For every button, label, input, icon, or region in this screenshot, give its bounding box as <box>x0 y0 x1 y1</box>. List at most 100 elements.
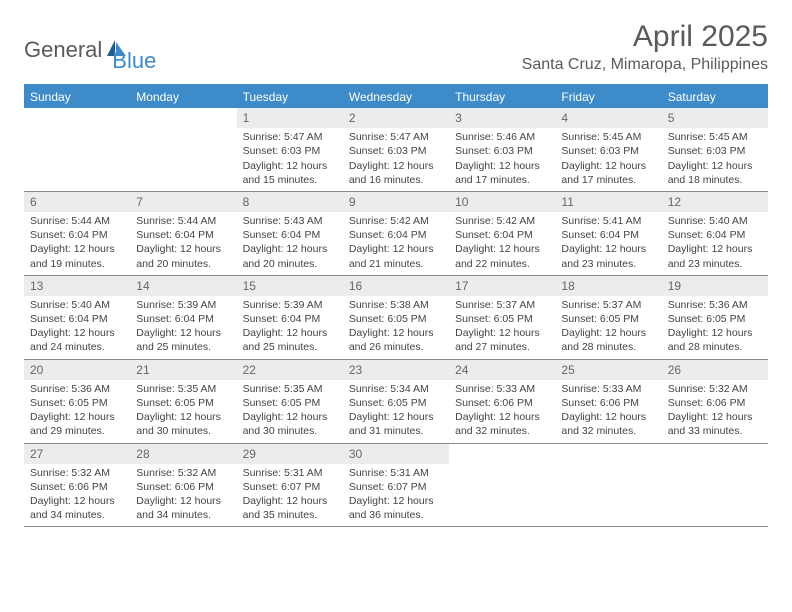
weekday-header: Tuesday <box>237 86 343 108</box>
day-cell: 8Sunrise: 5:43 AMSunset: 6:04 PMDaylight… <box>237 192 343 275</box>
daylight-text: Daylight: 12 hours and 17 minutes. <box>455 159 549 187</box>
day-cell: 16Sunrise: 5:38 AMSunset: 6:05 PMDayligh… <box>343 276 449 359</box>
day-number <box>449 444 555 448</box>
daylight-text: Daylight: 12 hours and 33 minutes. <box>668 410 762 438</box>
sunrise-text: Sunrise: 5:36 AM <box>30 382 124 396</box>
day-cell: 26Sunrise: 5:32 AMSunset: 6:06 PMDayligh… <box>662 360 768 443</box>
day-body: Sunrise: 5:40 AMSunset: 6:04 PMDaylight:… <box>662 212 768 275</box>
daylight-text: Daylight: 12 hours and 15 minutes. <box>243 159 337 187</box>
sunset-text: Sunset: 6:03 PM <box>349 144 443 158</box>
day-cell: 17Sunrise: 5:37 AMSunset: 6:05 PMDayligh… <box>449 276 555 359</box>
day-number: 29 <box>237 444 343 464</box>
day-cell: 18Sunrise: 5:37 AMSunset: 6:05 PMDayligh… <box>555 276 661 359</box>
daylight-text: Daylight: 12 hours and 25 minutes. <box>136 326 230 354</box>
day-body: Sunrise: 5:45 AMSunset: 6:03 PMDaylight:… <box>662 128 768 191</box>
day-number: 19 <box>662 276 768 296</box>
day-body: Sunrise: 5:32 AMSunset: 6:06 PMDaylight:… <box>662 380 768 443</box>
day-cell: 12Sunrise: 5:40 AMSunset: 6:04 PMDayligh… <box>662 192 768 275</box>
day-body: Sunrise: 5:32 AMSunset: 6:06 PMDaylight:… <box>130 464 236 527</box>
day-cell: 21Sunrise: 5:35 AMSunset: 6:05 PMDayligh… <box>130 360 236 443</box>
day-cell <box>449 444 555 527</box>
sunset-text: Sunset: 6:05 PM <box>243 396 337 410</box>
daylight-text: Daylight: 12 hours and 30 minutes. <box>136 410 230 438</box>
daylight-text: Daylight: 12 hours and 25 minutes. <box>243 326 337 354</box>
daylight-text: Daylight: 12 hours and 32 minutes. <box>561 410 655 438</box>
sunrise-text: Sunrise: 5:38 AM <box>349 298 443 312</box>
logo-text-general: General <box>24 37 102 63</box>
day-body: Sunrise: 5:45 AMSunset: 6:03 PMDaylight:… <box>555 128 661 191</box>
sunset-text: Sunset: 6:04 PM <box>243 312 337 326</box>
day-body: Sunrise: 5:31 AMSunset: 6:07 PMDaylight:… <box>237 464 343 527</box>
day-body: Sunrise: 5:36 AMSunset: 6:05 PMDaylight:… <box>662 296 768 359</box>
daylight-text: Daylight: 12 hours and 20 minutes. <box>243 242 337 270</box>
sunset-text: Sunset: 6:03 PM <box>243 144 337 158</box>
sunrise-text: Sunrise: 5:36 AM <box>668 298 762 312</box>
sunset-text: Sunset: 6:04 PM <box>30 228 124 242</box>
day-number: 4 <box>555 108 661 128</box>
daylight-text: Daylight: 12 hours and 27 minutes. <box>455 326 549 354</box>
day-number: 9 <box>343 192 449 212</box>
sunset-text: Sunset: 6:05 PM <box>561 312 655 326</box>
day-number: 23 <box>343 360 449 380</box>
day-number <box>24 108 130 112</box>
weekday-header: Thursday <box>449 86 555 108</box>
day-body: Sunrise: 5:44 AMSunset: 6:04 PMDaylight:… <box>24 212 130 275</box>
sunset-text: Sunset: 6:06 PM <box>455 396 549 410</box>
day-body: Sunrise: 5:32 AMSunset: 6:06 PMDaylight:… <box>24 464 130 527</box>
day-cell: 13Sunrise: 5:40 AMSunset: 6:04 PMDayligh… <box>24 276 130 359</box>
day-cell: 7Sunrise: 5:44 AMSunset: 6:04 PMDaylight… <box>130 192 236 275</box>
day-cell: 19Sunrise: 5:36 AMSunset: 6:05 PMDayligh… <box>662 276 768 359</box>
daylight-text: Daylight: 12 hours and 24 minutes. <box>30 326 124 354</box>
day-number: 3 <box>449 108 555 128</box>
sunrise-text: Sunrise: 5:32 AM <box>668 382 762 396</box>
day-body: Sunrise: 5:37 AMSunset: 6:05 PMDaylight:… <box>449 296 555 359</box>
daylight-text: Daylight: 12 hours and 21 minutes. <box>349 242 443 270</box>
day-cell: 11Sunrise: 5:41 AMSunset: 6:04 PMDayligh… <box>555 192 661 275</box>
daylight-text: Daylight: 12 hours and 19 minutes. <box>30 242 124 270</box>
sunset-text: Sunset: 6:05 PM <box>455 312 549 326</box>
day-cell <box>130 108 236 191</box>
sunset-text: Sunset: 6:06 PM <box>668 396 762 410</box>
day-number: 12 <box>662 192 768 212</box>
day-cell <box>662 444 768 527</box>
daylight-text: Daylight: 12 hours and 28 minutes. <box>561 326 655 354</box>
sunrise-text: Sunrise: 5:45 AM <box>668 130 762 144</box>
sunset-text: Sunset: 6:04 PM <box>243 228 337 242</box>
month-title: April 2025 <box>522 20 768 54</box>
sunset-text: Sunset: 6:04 PM <box>30 312 124 326</box>
sunset-text: Sunset: 6:04 PM <box>349 228 443 242</box>
day-body: Sunrise: 5:33 AMSunset: 6:06 PMDaylight:… <box>449 380 555 443</box>
daylight-text: Daylight: 12 hours and 34 minutes. <box>30 494 124 522</box>
day-number: 22 <box>237 360 343 380</box>
day-cell: 6Sunrise: 5:44 AMSunset: 6:04 PMDaylight… <box>24 192 130 275</box>
sunset-text: Sunset: 6:07 PM <box>243 480 337 494</box>
day-number: 30 <box>343 444 449 464</box>
day-body: Sunrise: 5:43 AMSunset: 6:04 PMDaylight:… <box>237 212 343 275</box>
daylight-text: Daylight: 12 hours and 22 minutes. <box>455 242 549 270</box>
daylight-text: Daylight: 12 hours and 35 minutes. <box>243 494 337 522</box>
header: General Blue April 2025 Santa Cruz, Mima… <box>24 20 768 74</box>
daylight-text: Daylight: 12 hours and 26 minutes. <box>349 326 443 354</box>
daylight-text: Daylight: 12 hours and 29 minutes. <box>30 410 124 438</box>
day-cell: 5Sunrise: 5:45 AMSunset: 6:03 PMDaylight… <box>662 108 768 191</box>
daylight-text: Daylight: 12 hours and 31 minutes. <box>349 410 443 438</box>
day-cell: 28Sunrise: 5:32 AMSunset: 6:06 PMDayligh… <box>130 444 236 527</box>
day-number <box>130 108 236 112</box>
week-row: 13Sunrise: 5:40 AMSunset: 6:04 PMDayligh… <box>24 276 768 360</box>
day-body: Sunrise: 5:35 AMSunset: 6:05 PMDaylight:… <box>130 380 236 443</box>
sunrise-text: Sunrise: 5:31 AM <box>243 466 337 480</box>
day-number: 24 <box>449 360 555 380</box>
day-number: 1 <box>237 108 343 128</box>
weekday-header-row: SundayMondayTuesdayWednesdayThursdayFrid… <box>24 86 768 108</box>
sunset-text: Sunset: 6:06 PM <box>136 480 230 494</box>
location-subtitle: Santa Cruz, Mimaropa, Philippines <box>522 56 768 74</box>
day-body: Sunrise: 5:39 AMSunset: 6:04 PMDaylight:… <box>237 296 343 359</box>
week-row: 6Sunrise: 5:44 AMSunset: 6:04 PMDaylight… <box>24 192 768 276</box>
day-cell: 23Sunrise: 5:34 AMSunset: 6:05 PMDayligh… <box>343 360 449 443</box>
sunrise-text: Sunrise: 5:35 AM <box>243 382 337 396</box>
day-number: 20 <box>24 360 130 380</box>
day-body: Sunrise: 5:47 AMSunset: 6:03 PMDaylight:… <box>343 128 449 191</box>
day-body: Sunrise: 5:40 AMSunset: 6:04 PMDaylight:… <box>24 296 130 359</box>
sunset-text: Sunset: 6:03 PM <box>668 144 762 158</box>
sunset-text: Sunset: 6:05 PM <box>668 312 762 326</box>
